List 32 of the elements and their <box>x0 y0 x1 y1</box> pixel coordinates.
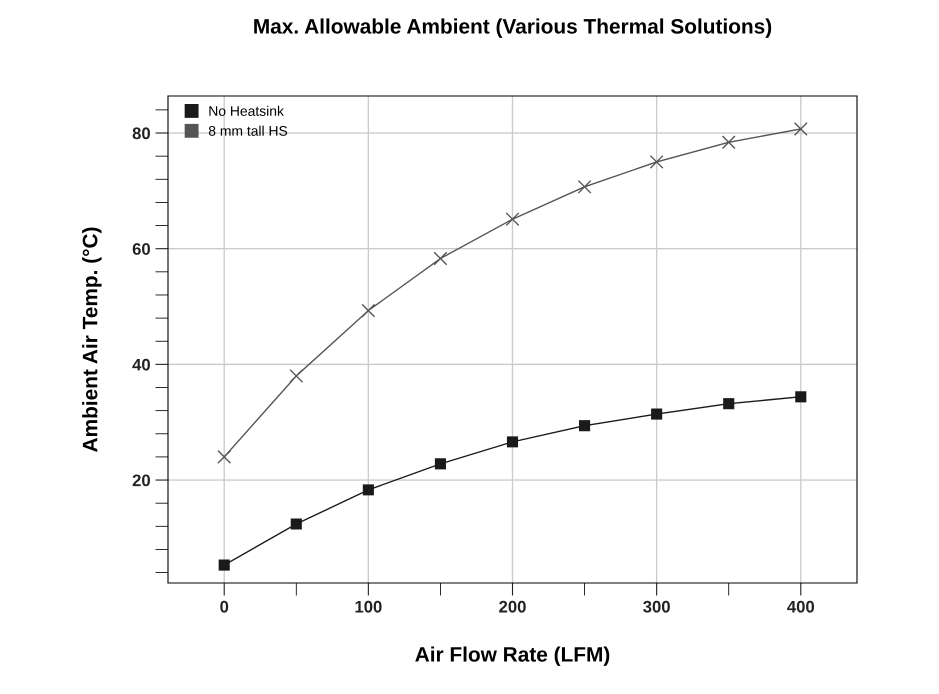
x-axis-title: Air Flow Rate (LFM) <box>415 646 610 666</box>
point <box>362 484 374 496</box>
legend-label: No Heatsink <box>209 106 284 116</box>
point <box>795 391 806 402</box>
point <box>218 560 230 571</box>
point <box>433 252 448 266</box>
point <box>506 212 520 226</box>
y-tick-label: 20 <box>132 474 150 486</box>
legend-label: 8 mm tall HS <box>208 126 288 136</box>
point <box>361 304 376 318</box>
point <box>723 398 734 410</box>
y-tick-label: 80 <box>132 127 150 140</box>
point <box>434 458 446 470</box>
point <box>722 135 736 150</box>
chart-title: Max. Allowable Ambient (Various Thermal Solutions) <box>254 18 772 38</box>
point <box>651 408 662 420</box>
x-tick-label: 200 <box>499 600 526 613</box>
y-tick-label: 60 <box>132 243 150 255</box>
x-tick-label: 300 <box>643 600 670 613</box>
y-tick-label: 40 <box>132 358 150 371</box>
point <box>506 436 518 448</box>
point <box>290 518 302 530</box>
point <box>650 154 664 169</box>
point <box>217 450 232 464</box>
x-tick-label: 100 <box>356 600 382 613</box>
point <box>794 122 808 136</box>
point <box>578 180 592 194</box>
point <box>289 368 304 383</box>
point <box>579 420 590 432</box>
x-tick-label: 400 <box>787 600 814 613</box>
x-tick-label: 0 <box>220 600 228 613</box>
y-axis-title: Ambient Air Temp. (°C) <box>82 228 102 452</box>
